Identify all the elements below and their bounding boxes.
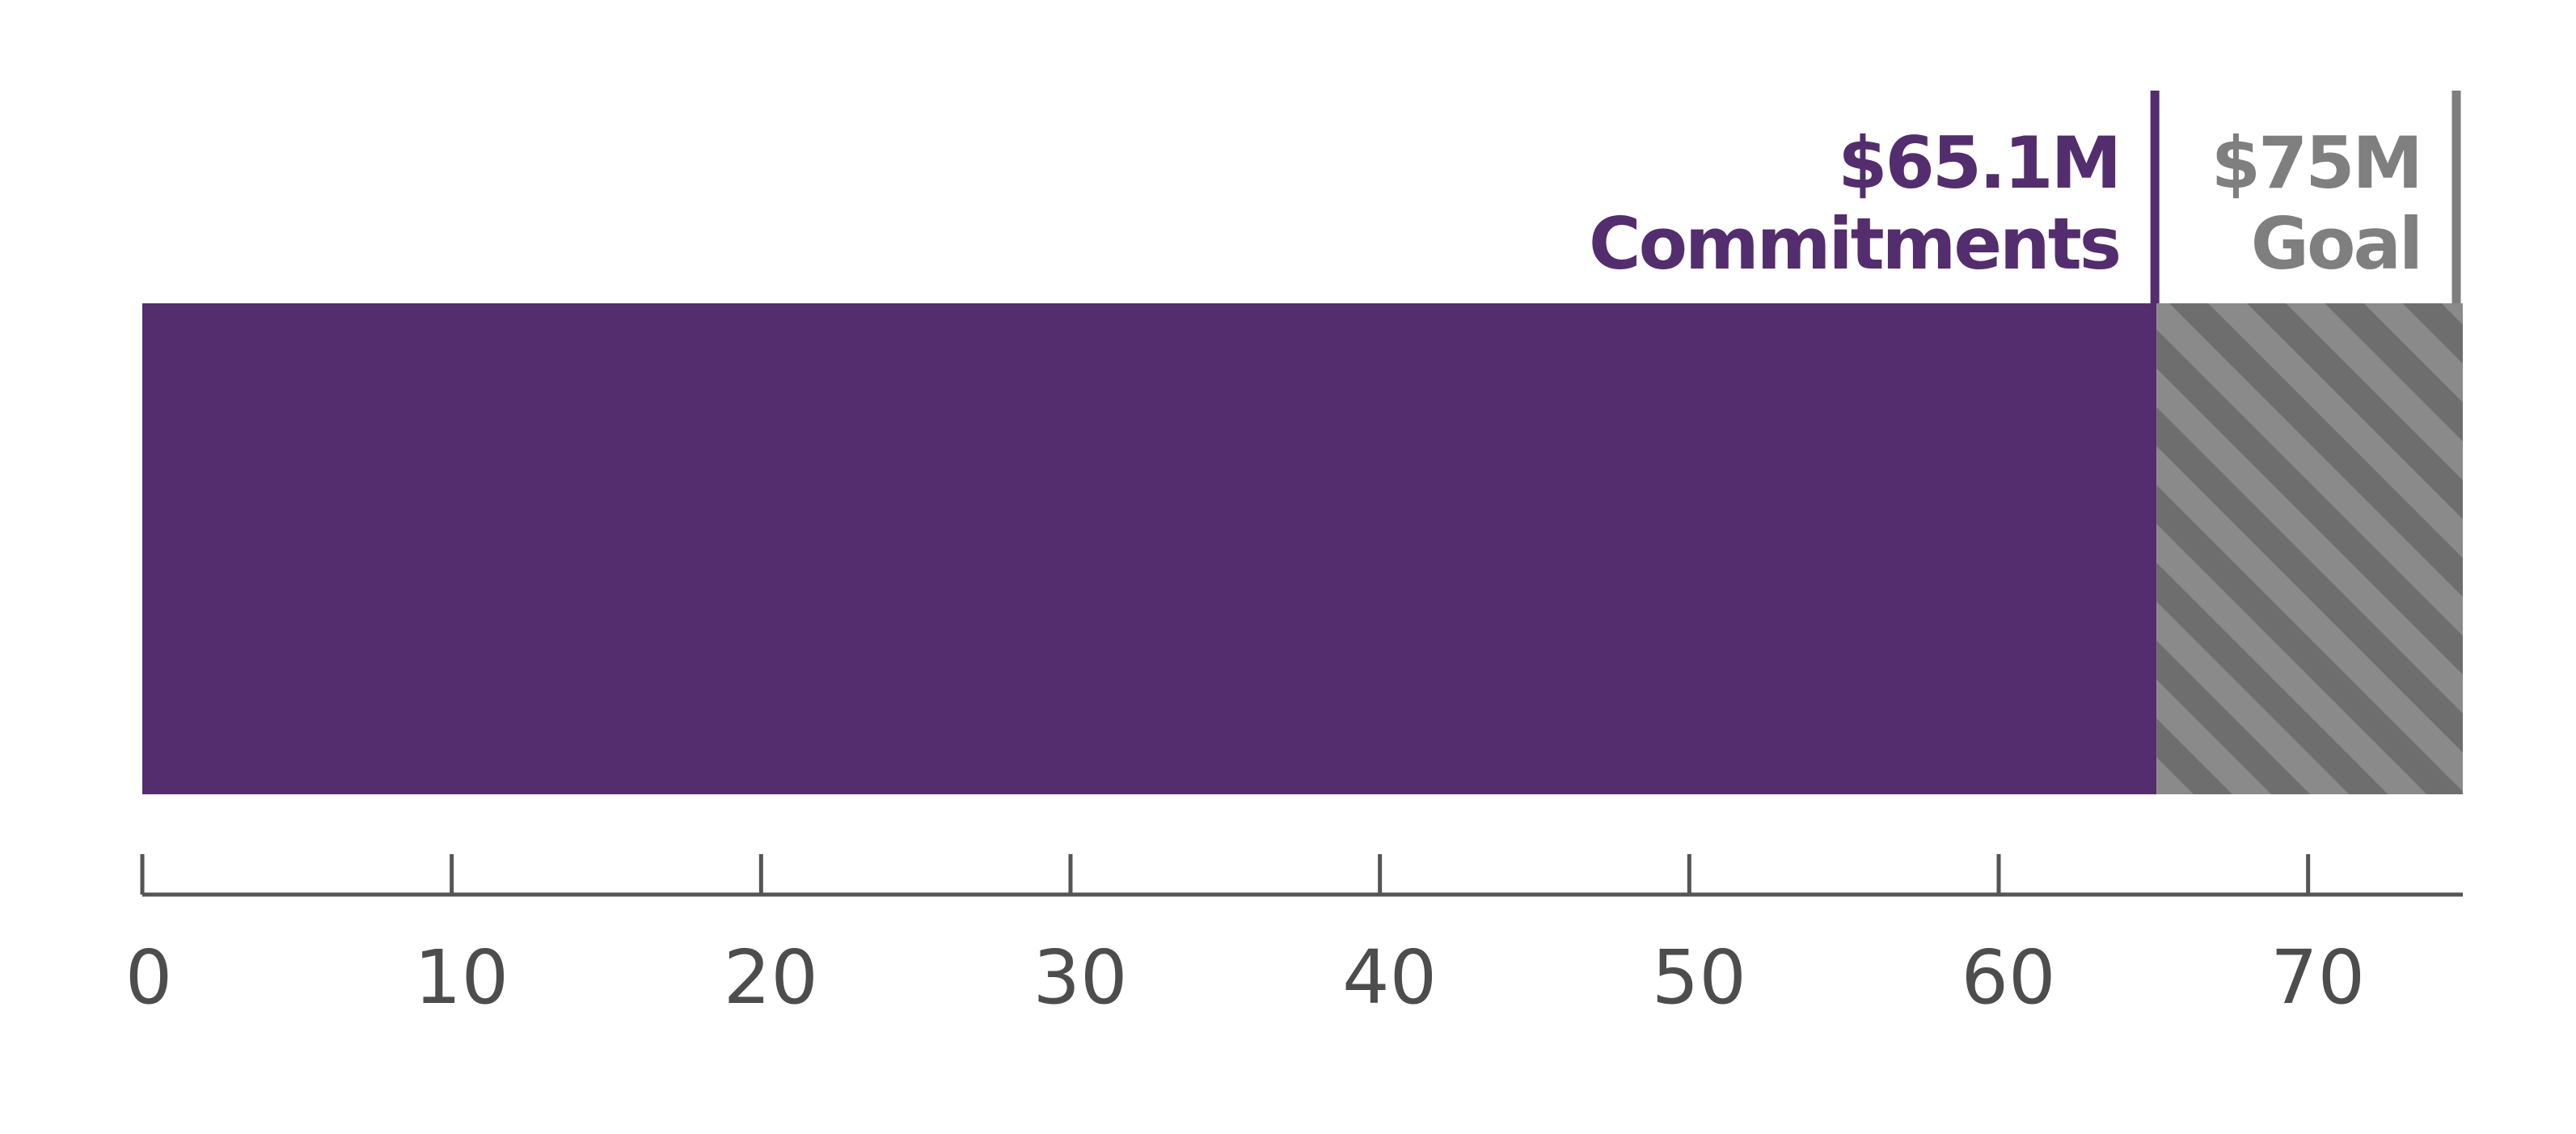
commitments-bar — [142, 303, 2157, 794]
x-tick-label-40: 40 — [1342, 934, 1437, 1021]
bars-layer — [142, 303, 2463, 794]
x-axis: 0 10 20 30 40 50 60 70 — [125, 854, 2463, 1021]
commitments-caption-label: Commitments — [1589, 202, 2119, 286]
x-tick-label-30: 30 — [1033, 934, 1127, 1021]
goal-remaining-bar — [2156, 303, 2463, 794]
goal-caption-label: Goal — [2251, 202, 2421, 286]
x-tick-label-60: 60 — [1961, 934, 2055, 1021]
x-tick-label-10: 10 — [414, 934, 509, 1021]
goal-value-label: $75M — [2211, 121, 2421, 205]
x-tick-label-20: 20 — [724, 934, 818, 1021]
x-tick-label-0: 0 — [125, 934, 173, 1021]
x-tick-label-50: 50 — [1652, 934, 1746, 1021]
commitments-value-label: $65.1M — [1838, 121, 2119, 205]
x-tick-label-70: 70 — [2270, 934, 2365, 1021]
